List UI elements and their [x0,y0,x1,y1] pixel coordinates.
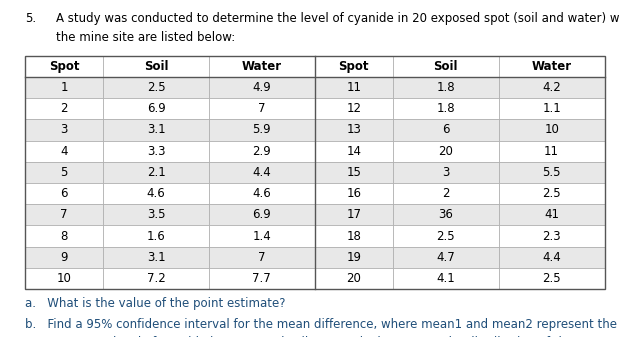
Text: 7.7: 7.7 [252,272,271,285]
Text: 4.6: 4.6 [252,187,271,200]
Text: 4.1: 4.1 [436,272,455,285]
Text: 1.1: 1.1 [542,102,561,115]
Text: the mine site are listed below:: the mine site are listed below: [56,31,235,44]
Text: true mean level of cyanide in water and soil, respectively. Assume the distribut: true mean level of cyanide in water and … [25,336,573,337]
Text: 8: 8 [60,229,68,243]
Text: 20: 20 [438,145,453,158]
Text: 19: 19 [347,251,361,264]
Text: 41: 41 [544,208,559,221]
Text: 6: 6 [442,123,450,136]
Text: Water: Water [242,60,282,73]
Text: 11: 11 [347,81,361,94]
Text: 2.3: 2.3 [542,229,561,243]
Text: a.   What is the value of the point estimate?: a. What is the value of the point estima… [25,297,285,310]
Text: A study was conducted to determine the level of cyanide in 20 exposed spot (soil: A study was conducted to determine the l… [56,12,620,25]
Text: 6.9: 6.9 [147,102,166,115]
Text: 3.5: 3.5 [147,208,166,221]
Text: 1.6: 1.6 [147,229,166,243]
Text: 4.9: 4.9 [252,81,271,94]
Text: 3.3: 3.3 [147,145,166,158]
Text: 7.2: 7.2 [147,272,166,285]
Text: 3: 3 [60,123,68,136]
Text: Soil: Soil [433,60,458,73]
Text: 4.7: 4.7 [436,251,455,264]
Text: 2.5: 2.5 [542,272,561,285]
Text: 4.4: 4.4 [542,251,561,264]
Text: 2.5: 2.5 [542,187,561,200]
Text: 18: 18 [347,229,361,243]
Text: 2.5: 2.5 [436,229,455,243]
Text: 14: 14 [347,145,361,158]
Text: 2.9: 2.9 [252,145,271,158]
Text: 1.8: 1.8 [436,102,455,115]
Text: 1.4: 1.4 [252,229,271,243]
Text: 20: 20 [347,272,361,285]
Text: 10: 10 [56,272,71,285]
Text: 10: 10 [544,123,559,136]
Text: 3.1: 3.1 [147,123,166,136]
Text: 5.9: 5.9 [252,123,271,136]
Text: 3.1: 3.1 [147,251,166,264]
Text: Water: Water [531,60,572,73]
Text: 1: 1 [60,81,68,94]
Text: Soil: Soil [144,60,168,73]
Text: 2.5: 2.5 [147,81,166,94]
Text: 5: 5 [60,166,68,179]
Text: 7: 7 [258,102,265,115]
Text: 16: 16 [347,187,361,200]
Text: 5.: 5. [25,12,36,25]
Text: 4.6: 4.6 [147,187,166,200]
Text: 2.1: 2.1 [147,166,166,179]
Text: 6: 6 [60,187,68,200]
Text: 7: 7 [60,208,68,221]
Text: 2: 2 [60,102,68,115]
Text: 12: 12 [347,102,361,115]
Text: 17: 17 [347,208,361,221]
Text: 6.9: 6.9 [252,208,271,221]
Text: 9: 9 [60,251,68,264]
Text: Spot: Spot [49,60,79,73]
Text: Spot: Spot [339,60,369,73]
Text: 15: 15 [347,166,361,179]
Text: 3: 3 [442,166,450,179]
Text: 4.4: 4.4 [252,166,271,179]
Text: 2: 2 [442,187,450,200]
Text: 13: 13 [347,123,361,136]
Text: 1.8: 1.8 [436,81,455,94]
Text: 36: 36 [438,208,453,221]
Text: 4.2: 4.2 [542,81,561,94]
Text: 4: 4 [60,145,68,158]
Text: 11: 11 [544,145,559,158]
Text: 5.5: 5.5 [542,166,561,179]
Text: 7: 7 [258,251,265,264]
Text: b.   Find a 95% confidence interval for the mean difference, where mean1 and mea: b. Find a 95% confidence interval for th… [25,318,617,332]
